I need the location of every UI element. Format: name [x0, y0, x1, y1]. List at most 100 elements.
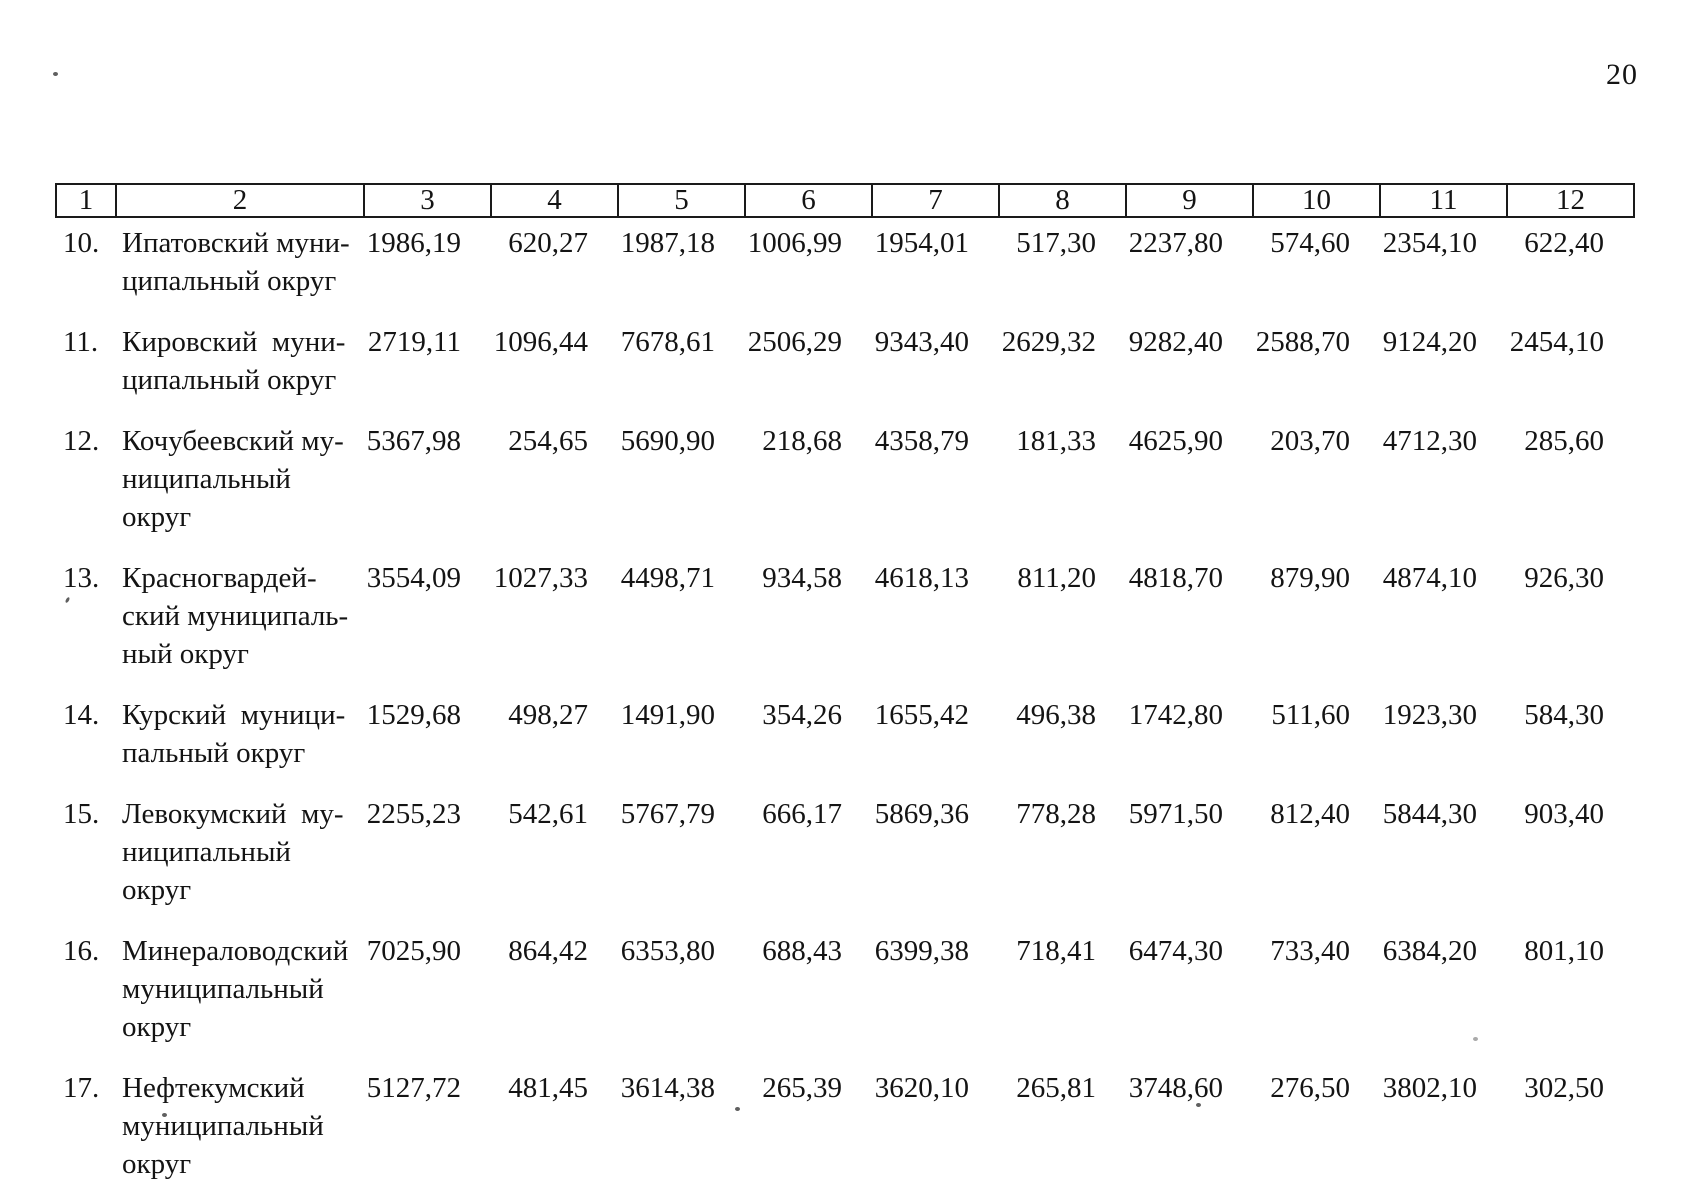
table-row: 12. Кочубеевский му-ниципальный округ 5367,… — [56, 416, 1634, 553]
value-cell: 498,27 — [508, 699, 588, 731]
value-cell: 6399,38 — [874, 935, 969, 967]
column-header: 1 — [55, 183, 117, 218]
page-number: 20 — [1606, 58, 1638, 91]
value-cell: 218,68 — [762, 425, 842, 457]
value-cell: 778,28 — [1016, 798, 1096, 830]
value-cell: 4498,71 — [620, 562, 715, 594]
value-cell: 302,50 — [1524, 1072, 1604, 1104]
table-row: 17. Нефтекумский муниципальный округ 5127,72… — [56, 1063, 1634, 1200]
value-cell: 3620,10 — [874, 1072, 969, 1104]
value-cell: 801,10 — [1524, 935, 1604, 967]
column-header: 8 — [998, 183, 1127, 218]
value-cell: 5690,90 — [620, 425, 715, 457]
column-header: 2 — [115, 183, 365, 218]
scan-speck — [1473, 1037, 1478, 1041]
district-name: Кировский муни-ципальный округ — [122, 326, 346, 396]
district-name: Нефтекумский муниципальный округ — [122, 1072, 324, 1180]
value-cell: 4618,13 — [874, 562, 969, 594]
value-cell: 4358,79 — [874, 425, 969, 457]
value-cell: 254,65 — [508, 425, 588, 457]
value-cell: 584,30 — [1524, 699, 1604, 731]
value-cell: 5367,98 — [366, 425, 461, 457]
scan-speck — [162, 1113, 167, 1117]
row-number: 15. — [63, 798, 100, 830]
column-header: 3 — [363, 183, 492, 218]
value-cell: 496,38 — [1016, 699, 1096, 731]
district-name: Ипатовский муни-ципальный округ — [122, 227, 350, 297]
value-cell: 4712,30 — [1382, 425, 1477, 457]
value-cell: 2255,23 — [366, 798, 461, 830]
value-cell: 9343,40 — [874, 326, 969, 358]
value-cell: 934,58 — [762, 562, 842, 594]
value-cell: 812,40 — [1270, 798, 1350, 830]
value-cell: 3748,60 — [1128, 1072, 1223, 1104]
column-header: 11 — [1379, 183, 1508, 218]
column-header: 7 — [871, 183, 1000, 218]
row-number: 17. — [63, 1072, 100, 1104]
value-cell: 2629,32 — [1001, 326, 1096, 358]
table-row: 11. Кировский муни-ципальный округ 2719,11… — [56, 317, 1634, 416]
value-cell: 354,26 — [762, 699, 842, 731]
value-cell: 1529,68 — [366, 699, 461, 731]
value-cell: 7678,61 — [620, 326, 715, 358]
value-cell: 718,41 — [1016, 935, 1096, 967]
district-name: Курский муници-пальный округ — [122, 699, 346, 769]
row-number: 13. — [63, 562, 100, 594]
value-cell: 2237,80 — [1128, 227, 1223, 259]
column-header: 5 — [617, 183, 746, 218]
row-number: 14. — [63, 699, 100, 731]
value-cell: 265,39 — [762, 1072, 842, 1104]
district-name: Минераловодский муниципальный округ — [122, 935, 349, 1043]
row-number: 12. — [63, 425, 100, 457]
value-cell: 864,42 — [508, 935, 588, 967]
value-cell: 5971,50 — [1128, 798, 1223, 830]
value-cell: 4625,90 — [1128, 425, 1223, 457]
scan-speck — [1196, 1103, 1201, 1107]
column-header: 6 — [744, 183, 873, 218]
scan-speck — [735, 1107, 740, 1111]
value-cell: 2719,11 — [367, 326, 461, 358]
table-header-row: 1 2 3 4 5 6 7 8 9 10 11 12 — [55, 183, 1635, 218]
value-cell: 542,61 — [508, 798, 588, 830]
row-number: 11. — [63, 326, 99, 358]
value-cell: 6384,20 — [1382, 935, 1477, 967]
value-cell: 1655,42 — [874, 699, 969, 731]
table-row: 16. Минераловодский муниципальный округ 7025… — [56, 926, 1634, 1063]
value-cell: 9124,20 — [1382, 326, 1477, 358]
value-cell: 926,30 — [1524, 562, 1604, 594]
value-cell: 3554,09 — [366, 562, 461, 594]
value-cell: 265,81 — [1016, 1072, 1096, 1104]
value-cell: 285,60 — [1524, 425, 1604, 457]
value-cell: 622,40 — [1524, 227, 1604, 259]
value-cell: 1923,30 — [1382, 699, 1477, 731]
value-cell: 276,50 — [1270, 1072, 1350, 1104]
value-cell: 1027,33 — [493, 562, 588, 594]
value-cell: 4874,10 — [1382, 562, 1477, 594]
value-cell: 1987,18 — [620, 227, 715, 259]
table-row: 13. Красногвардей-ский муниципаль-ный окр… — [56, 553, 1634, 690]
value-cell: 620,27 — [508, 227, 588, 259]
value-cell: 203,70 — [1270, 425, 1350, 457]
value-cell: 2588,70 — [1255, 326, 1350, 358]
row-number: 16. — [63, 935, 100, 967]
value-cell: 879,90 — [1270, 562, 1350, 594]
value-cell: 3614,38 — [620, 1072, 715, 1104]
value-cell: 1954,01 — [874, 227, 969, 259]
value-cell: 2354,10 — [1382, 227, 1477, 259]
value-cell: 666,17 — [762, 798, 842, 830]
value-cell: 6474,30 — [1128, 935, 1223, 967]
value-cell: 511,60 — [1271, 699, 1350, 731]
value-cell: 4818,70 — [1128, 562, 1223, 594]
value-cell: 2506,29 — [747, 326, 842, 358]
value-cell: 181,33 — [1016, 425, 1096, 457]
row-number: 10. — [63, 227, 100, 259]
column-header: 9 — [1125, 183, 1254, 218]
table-row: 15. Левокумский му-ниципальный округ 2255,2… — [56, 789, 1634, 926]
scan-speck — [53, 72, 58, 76]
value-cell: 5127,72 — [366, 1072, 461, 1104]
value-cell: 688,43 — [762, 935, 842, 967]
column-header: 10 — [1252, 183, 1381, 218]
district-name: Кочубеевский му-ниципальный округ — [122, 425, 344, 533]
table-row: 10. Ипатовский муни-ципальный округ 1986,1… — [56, 217, 1634, 317]
